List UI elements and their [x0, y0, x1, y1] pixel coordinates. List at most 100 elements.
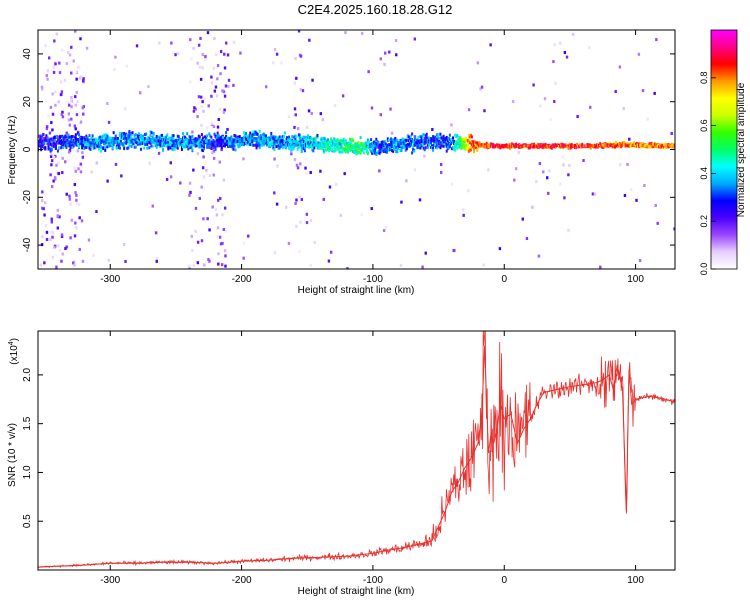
spectrogram-cell [132, 141, 135, 145]
spectrogram-cell [301, 89, 305, 93]
spectrogram-cell [49, 152, 53, 156]
spectrogram-cell [565, 144, 568, 148]
snr-y-axis-label: SNR (10 * v/v) [7, 423, 18, 487]
spectrogram-cell [392, 145, 395, 149]
spectrogram-cell [231, 141, 234, 145]
spectrogram-cell [118, 139, 121, 143]
spectrogram-cell [49, 154, 53, 158]
spectrogram-cell [650, 142, 653, 146]
spectrogram-cell [275, 141, 278, 145]
spectrogram-cell [208, 142, 211, 146]
spectrogram-cell [440, 171, 443, 175]
spectrogram-cell [253, 138, 256, 142]
spectrogram-cell [243, 138, 246, 142]
spectrogram-cell [221, 241, 224, 245]
spectrogram-cell [206, 31, 210, 35]
spectrogram-cell [253, 136, 256, 140]
spectrogram-cell [240, 141, 243, 145]
spectrogram-cell [598, 143, 601, 147]
spectrogram-cell [643, 144, 646, 148]
spectrogram-cell [169, 161, 172, 165]
spectrogram-cell [207, 104, 210, 108]
spectrogram-cell [71, 145, 74, 149]
spectrogram-cell [630, 188, 633, 192]
spectrogram-cell [201, 66, 204, 70]
spectrogram-cell [59, 80, 63, 84]
spectrogram-cell [543, 97, 547, 101]
spectrogram-cell [290, 145, 293, 149]
spectrogram-cell [116, 140, 119, 144]
spectrogram-cell [366, 138, 369, 142]
spectrogram-cell [129, 137, 132, 141]
spectrogram-cell [181, 132, 184, 136]
spectrogram-cell [652, 143, 655, 147]
spectrogram-cell [45, 74, 48, 78]
spectrogram-cell [657, 145, 660, 149]
spectrogram-cell [224, 264, 227, 268]
spectrogram-cell [58, 61, 61, 65]
spectrogram-cell [502, 145, 505, 149]
spectrogram-cell [419, 139, 422, 143]
spectrogram-cell [438, 141, 441, 145]
spectrogram-cell [82, 77, 85, 81]
spectrogram-cell [324, 143, 327, 147]
spectrogram-cell [570, 145, 573, 149]
spectrogram-cell [648, 142, 651, 146]
spectrogram-cell [468, 148, 471, 152]
spectrogram-cell [209, 134, 212, 138]
spectrogram-cell [317, 141, 320, 145]
spectrogram-cell [234, 140, 237, 144]
spectrogram-cell [305, 144, 308, 148]
spectrogram-cell [407, 145, 410, 149]
spectrogram-cell [203, 140, 206, 144]
spectrogram-cell [194, 137, 197, 141]
spectrogram-cell [366, 141, 369, 145]
spectrogram-cell [445, 135, 448, 139]
spectrogram-cell [370, 207, 373, 211]
spectrogram-cell [510, 145, 513, 149]
snr-multiplier-exponent: 4 [8, 341, 15, 345]
spectrogram-cell [423, 142, 426, 146]
spectrogram-cell [648, 145, 651, 149]
spectrogram-cell [80, 219, 84, 223]
spectrogram-cell [357, 145, 360, 149]
spectrogram-cell [201, 166, 205, 170]
spectrogram-cell [433, 143, 436, 147]
spectrogram-cell [400, 139, 403, 143]
y-tick-label: -20 [22, 190, 33, 205]
spectrogram-cell [281, 135, 284, 139]
spectrogram-cell [216, 235, 219, 239]
spectrogram-cell [424, 146, 427, 150]
spectrogram-cell [164, 140, 167, 144]
spectrogram-cell [94, 144, 97, 148]
spectrogram-cell [478, 144, 481, 148]
spectrogram-cell [369, 147, 372, 151]
spectrogram-cell [154, 231, 158, 235]
spectrogram-cell [283, 131, 286, 135]
spectrogram-cell [200, 144, 203, 148]
spectrogram-cell [387, 143, 390, 147]
spectrogram-cell [225, 142, 228, 146]
spectrogram-cell [196, 115, 199, 119]
spectrogram-cell [372, 141, 375, 145]
spectrogram-cell [273, 157, 276, 161]
spectrogram-x-axis-label: Height of straight line (km) [298, 285, 415, 296]
spectrogram-cell [384, 150, 387, 154]
spectrogram-cell [266, 136, 269, 140]
spectrogram-cell [395, 149, 398, 153]
spectrogram-cell [434, 135, 437, 139]
spectrogram-cell [305, 139, 308, 143]
spectrogram-cell [189, 140, 192, 144]
spectrogram-cell [219, 242, 223, 246]
spectrogram-cell [344, 31, 347, 35]
spectrogram-cell [383, 62, 386, 66]
spectrogram-cell [628, 137, 631, 141]
spectrogram-cell [70, 135, 73, 139]
spectrogram-cell [410, 140, 413, 144]
spectrogram-cell [81, 259, 85, 263]
spectrogram-cell [126, 139, 129, 143]
spectrogram-cell [215, 136, 218, 140]
spectrogram-cell [226, 127, 229, 131]
spectrogram-cell [450, 182, 454, 186]
spectrogram-cell [537, 254, 541, 258]
